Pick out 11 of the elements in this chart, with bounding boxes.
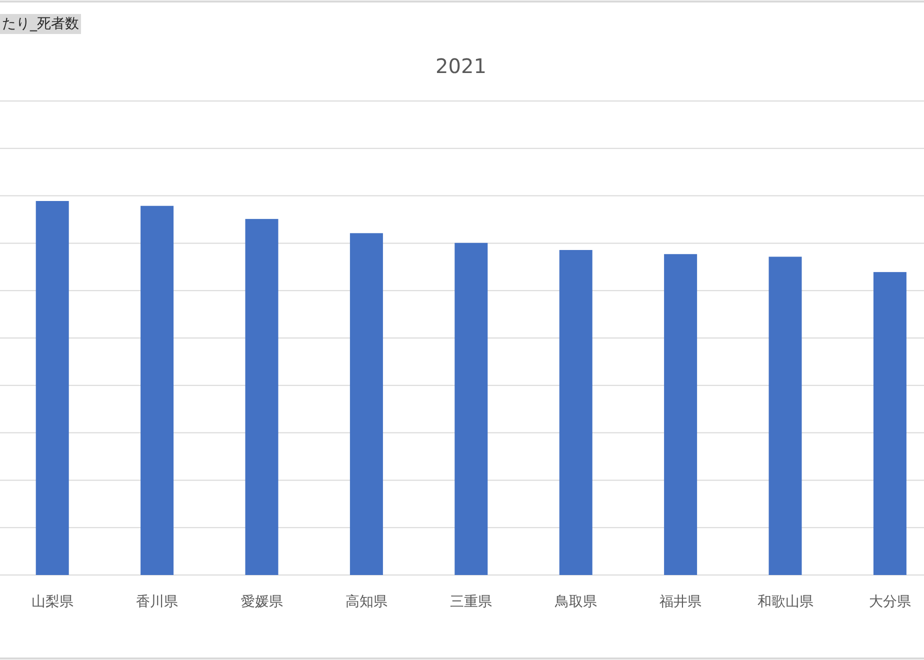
x-tick-label: 大分県 (868, 594, 911, 610)
x-tick-label: 三重県 (450, 594, 492, 610)
x-tick-label: 高知県 (345, 594, 388, 610)
x-tick-label: 福井県 (660, 594, 702, 610)
x-tick-label: 香川県 (136, 594, 178, 610)
chart-title: 2021 (436, 54, 486, 78)
x-tick-label: 和歌山県 (757, 594, 814, 610)
x-tick-label: 鳥取県 (554, 594, 597, 610)
text: たり_死者数 (2, 16, 79, 32)
x-tick-label: 愛媛県 (240, 594, 283, 610)
x-tick-label: 山梨県 (31, 594, 74, 610)
